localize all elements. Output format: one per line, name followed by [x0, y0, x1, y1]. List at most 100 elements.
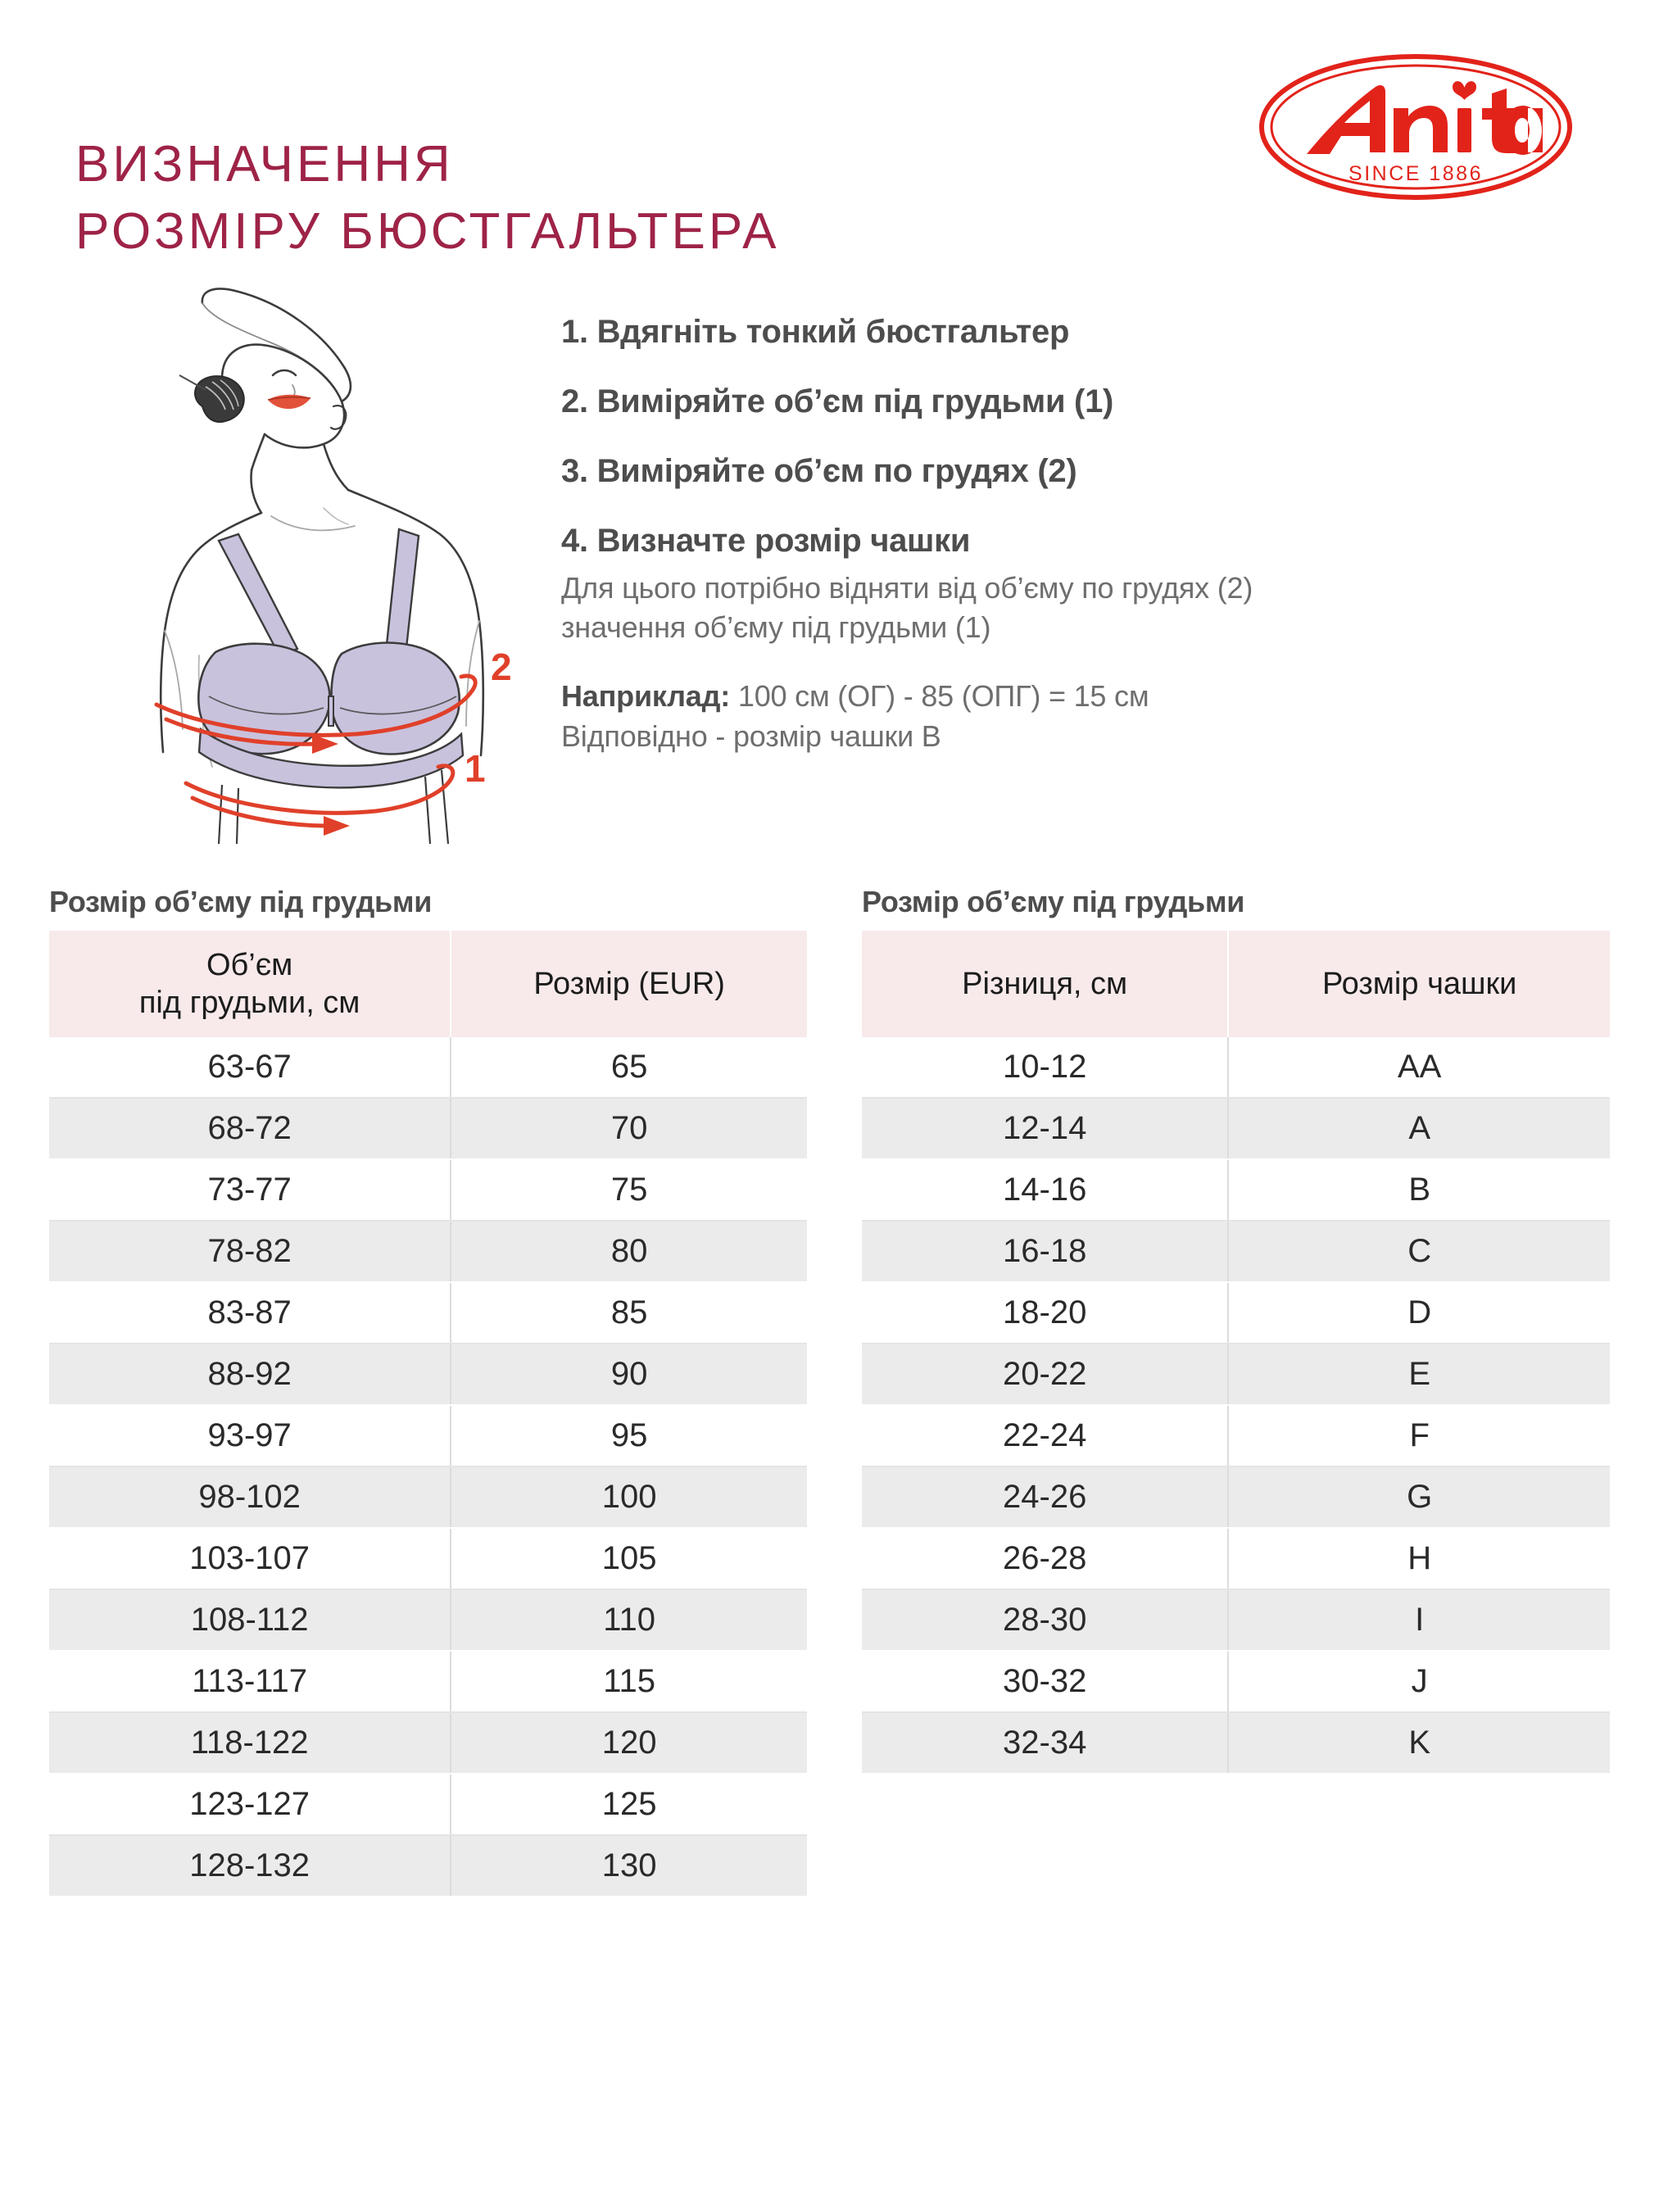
cell-difference: 28-30	[862, 1589, 1230, 1652]
cell-range: 98-102	[49, 1466, 452, 1529]
underbust-size-table: Об’єм під грудьми, см Розмір (EUR) 63-67…	[49, 931, 807, 1897]
cell-difference: 18-20	[862, 1282, 1230, 1344]
page-title-line2: РОЗМІРУ БЮСТГАЛЬТЕРА	[75, 202, 780, 260]
cell-range: 63-67	[49, 1037, 452, 1099]
cell-cup: B	[1228, 1159, 1610, 1222]
logo-tagline: SINCE 1886	[1349, 162, 1483, 185]
cell-range: 68-72	[49, 1098, 452, 1160]
underbust-measure-label: 1	[465, 747, 486, 790]
table-row: 18-20 D	[862, 1282, 1610, 1344]
step-4-note-line1: Для цього потрібно відняти від об’єму по…	[561, 571, 1253, 605]
table-row: 98-102 100	[49, 1466, 807, 1529]
cell-cup: C	[1228, 1221, 1610, 1283]
instruction-list: 1. Вдягніть тонкий бюстгальтер 2. Виміря…	[561, 315, 1585, 756]
cell-range: 113-117	[49, 1651, 452, 1713]
bust-measure-line	[154, 673, 478, 754]
cell-cup: K	[1228, 1712, 1610, 1775]
header-line2: під грудьми, см	[138, 986, 360, 1020]
table-header-row: Різниця, см Розмір чашки	[862, 931, 1610, 1037]
cell-size: 90	[451, 1344, 807, 1406]
example-block: Наприклад: 100 см (ОГ) - 85 (ОПГ) = 15 с…	[561, 677, 1585, 755]
table-row: 22-24 F	[862, 1405, 1610, 1467]
table-row: 88-92 90	[49, 1344, 807, 1406]
table-row: 12-14 A	[862, 1098, 1610, 1160]
cell-cup: I	[1228, 1589, 1610, 1652]
table-row: 73-77 75	[49, 1159, 807, 1222]
cell-size: 125	[451, 1774, 807, 1836]
table-row: 14-16 B	[862, 1159, 1610, 1222]
cell-range: 78-82	[49, 1221, 452, 1283]
cell-cup: J	[1228, 1651, 1610, 1713]
cell-cup: A	[1228, 1098, 1610, 1160]
table-left-header-eur: Розмір (EUR)	[451, 931, 807, 1037]
table-row: 24-26 G	[862, 1466, 1610, 1529]
table-row: 78-82 80	[49, 1221, 807, 1283]
cell-size: 70	[451, 1098, 807, 1160]
example-result: Відповідно - розмір чашки B	[561, 718, 941, 753]
cell-cup: AA	[1228, 1037, 1610, 1099]
step-4-note-line2: значення об’єму під грудьми (1)	[561, 610, 991, 645]
cell-size: 120	[451, 1712, 807, 1775]
cell-cup: H	[1228, 1528, 1610, 1590]
table-header-row: Об’єм під грудьми, см Розмір (EUR)	[49, 931, 807, 1037]
table-row: 30-32 J	[862, 1651, 1610, 1713]
cell-range: 93-97	[49, 1405, 452, 1467]
table-row: 10-12 AA	[862, 1037, 1610, 1099]
cell-difference: 32-34	[862, 1712, 1230, 1775]
cell-size: 115	[451, 1651, 807, 1713]
table-right-caption: Розмір об’єму під грудьми	[862, 885, 1245, 918]
cell-size: 130	[451, 1835, 807, 1897]
table-row: 26-28 H	[862, 1528, 1610, 1590]
cell-range: 88-92	[49, 1344, 452, 1406]
cell-difference: 30-32	[862, 1651, 1230, 1713]
cell-size: 75	[451, 1159, 807, 1222]
cell-size: 80	[451, 1221, 807, 1283]
header-line1: Об’єм	[206, 947, 293, 982]
cell-size: 110	[451, 1589, 807, 1652]
table-left-caption: Розмір об’єму під грудьми	[49, 885, 433, 918]
step-3: 3. Виміряйте об’єм по грудях (2)	[561, 453, 1077, 489]
step-4: 4. Визначте розмір чашки	[561, 523, 971, 559]
page-title-line1: ВИЗНАЧЕННЯ	[75, 135, 454, 193]
table-row: 32-34 K	[862, 1712, 1610, 1775]
cell-range: 118-122	[49, 1712, 452, 1775]
table-row: 108-112 110	[49, 1589, 807, 1652]
table-row: 103-107 105	[49, 1528, 807, 1590]
cup-size-table: Різниця, см Розмір чашки 10-12 AA 12-14 A …	[862, 931, 1610, 1775]
cell-cup: E	[1228, 1344, 1610, 1406]
table-left-header-underbust: Об’єм під грудьми, см	[49, 931, 452, 1037]
cell-difference: 22-24	[862, 1405, 1230, 1467]
step-2: 2. Виміряйте об’єм під грудьми (1)	[561, 383, 1114, 419]
cell-size: 85	[451, 1282, 807, 1344]
cell-range: 73-77	[49, 1159, 452, 1222]
underbust-size-table-wrap: Розмір об’єму під грудьми Об’єм під груд…	[49, 885, 807, 1897]
cell-difference: 16-18	[862, 1221, 1230, 1283]
table-row: 16-18 C	[862, 1221, 1610, 1283]
bust-measure-label: 2	[491, 646, 512, 688]
step-1: 1. Вдягніть тонкий бюстгальтер	[561, 314, 1070, 350]
underbust-measure-line	[184, 764, 456, 836]
page-title: ВИЗНАЧЕННЯ РОЗМІРУ БЮСТГАЛЬТЕРА	[75, 64, 779, 332]
cell-size: 100	[451, 1466, 807, 1529]
cup-size-table-wrap: Розмір об’єму під грудьми Різниця, см Ро…	[862, 885, 1610, 1775]
cell-difference: 24-26	[862, 1466, 1230, 1529]
cell-cup: F	[1228, 1405, 1610, 1467]
measurement-illustration: 2 1	[78, 270, 545, 844]
table-row: 128-132 130	[49, 1835, 807, 1897]
table-right-body: 10-12 AA 12-14 A 14-16 B 16-18 C 18-20 D 20-2…	[862, 1037, 1610, 1775]
cell-cup: D	[1228, 1282, 1610, 1344]
cell-difference: 26-28	[862, 1528, 1230, 1590]
cell-range: 83-87	[49, 1282, 452, 1344]
table-row: 118-122 120	[49, 1712, 807, 1775]
cell-range: 123-127	[49, 1774, 452, 1836]
table-row: 20-22 E	[862, 1344, 1610, 1406]
cell-range: 128-132	[49, 1835, 452, 1897]
table-row: 63-67 65	[49, 1037, 807, 1099]
table-row: 68-72 70	[49, 1098, 807, 1160]
cell-range: 103-107	[49, 1528, 452, 1590]
cell-size: 95	[451, 1405, 807, 1467]
step-4-note: Для цього потрібно відняти від об’єму по…	[561, 569, 1585, 647]
table-row: 93-97 95	[49, 1405, 807, 1467]
table-right-header-cup: Розмір чашки	[1228, 931, 1610, 1037]
